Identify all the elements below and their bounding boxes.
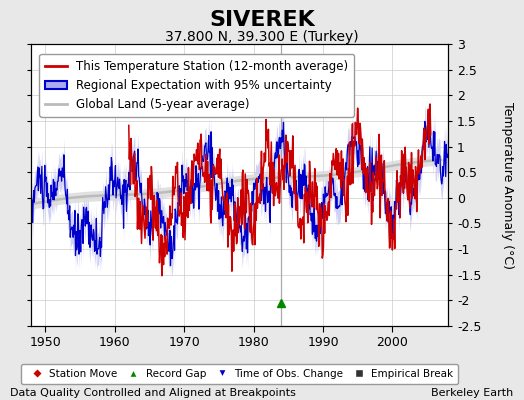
Text: Data Quality Controlled and Aligned at Breakpoints: Data Quality Controlled and Aligned at B…: [10, 388, 297, 398]
Y-axis label: Temperature Anomaly (°C): Temperature Anomaly (°C): [501, 102, 514, 268]
Legend: Station Move, Record Gap, Time of Obs. Change, Empirical Break: Station Move, Record Gap, Time of Obs. C…: [21, 364, 458, 384]
Text: Berkeley Earth: Berkeley Earth: [431, 388, 514, 398]
Text: SIVEREK: SIVEREK: [209, 10, 315, 30]
Text: 37.800 N, 39.300 E (Turkey): 37.800 N, 39.300 E (Turkey): [165, 30, 359, 44]
